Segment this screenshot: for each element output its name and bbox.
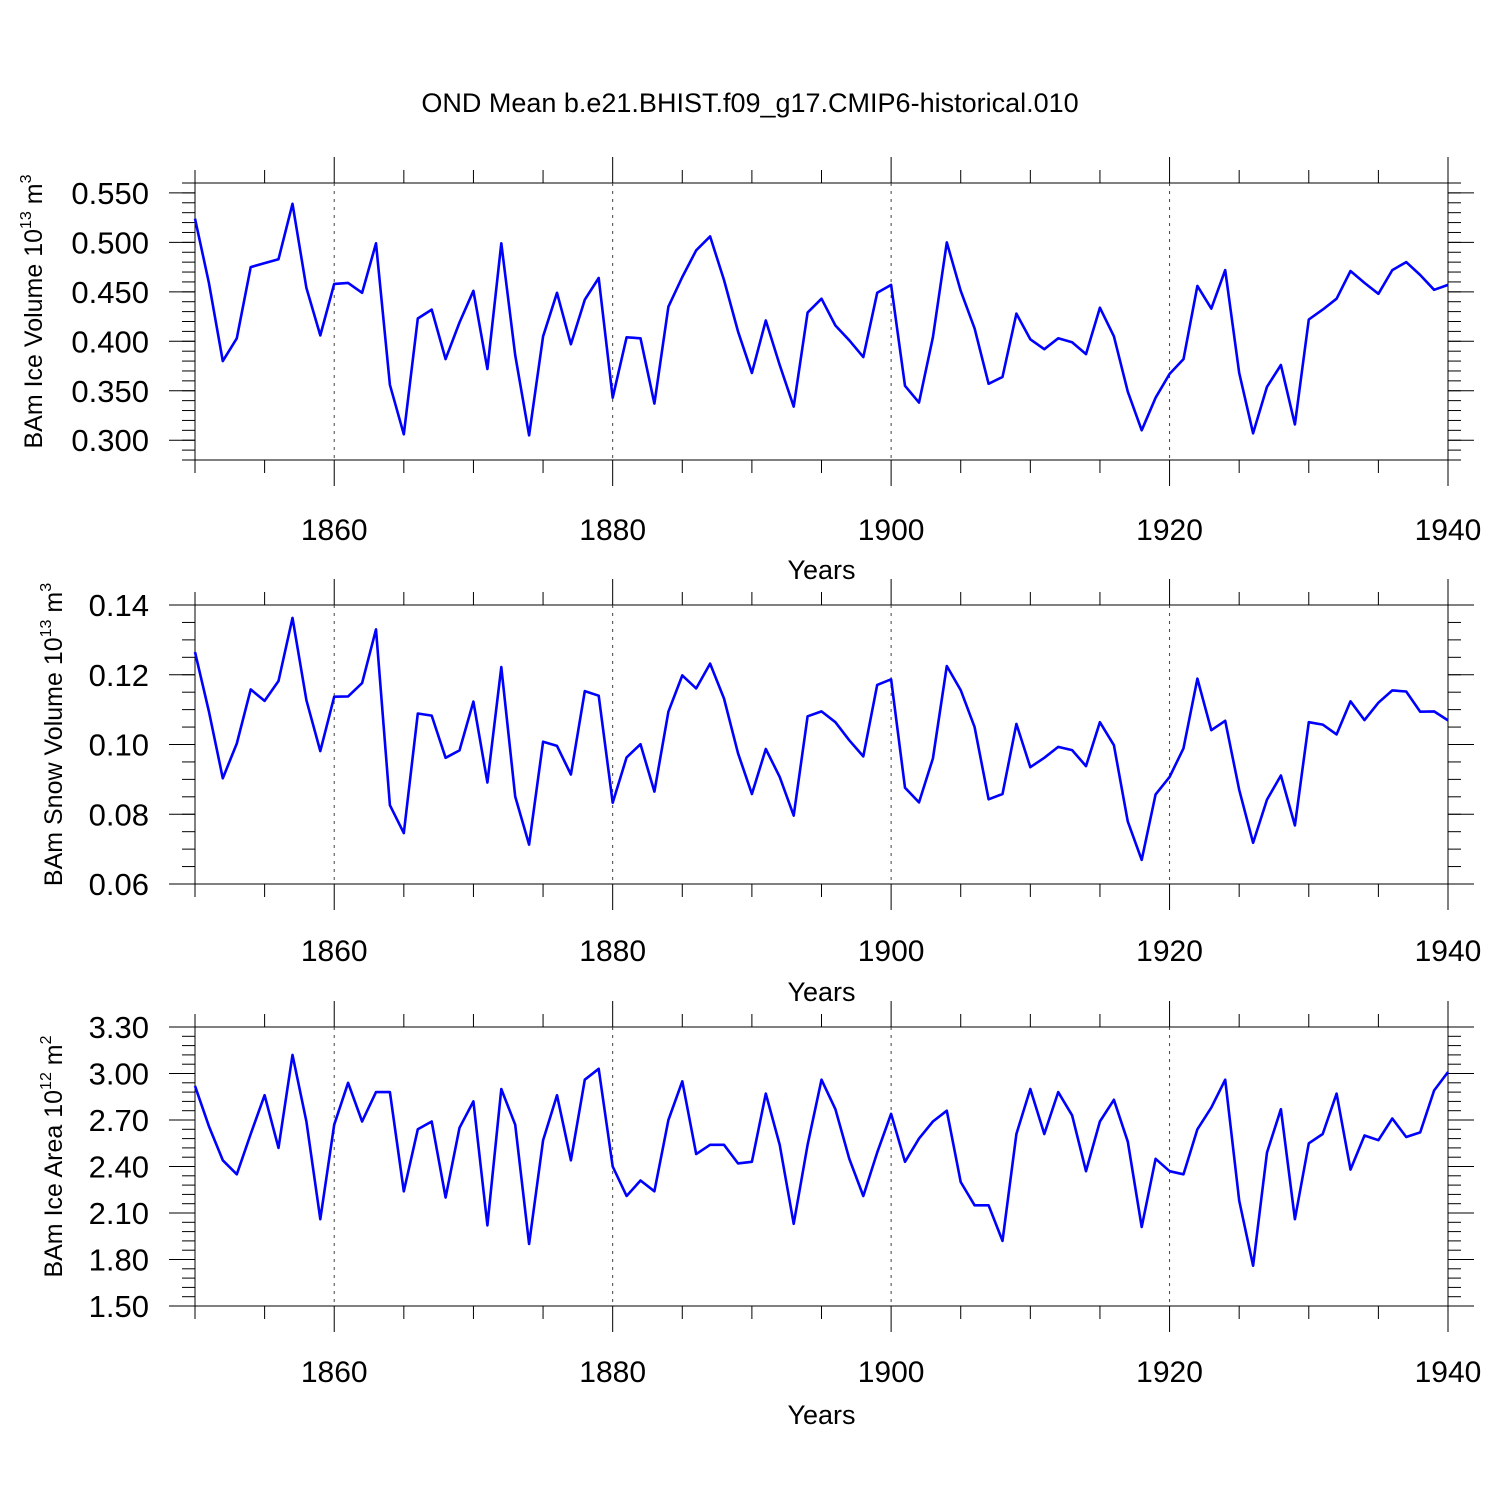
y-axis-title: BAm Ice Area 1012 m2: [38, 1035, 68, 1277]
x-tick-label: 1880: [579, 514, 646, 547]
plot-frame: [194, 604, 1449, 885]
y-tick-label: 2.10: [89, 1196, 149, 1231]
x-tick-label: 1860: [301, 935, 368, 968]
y-tick-label: 0.350: [71, 374, 149, 409]
y-tick-label: 3.00: [89, 1057, 149, 1092]
x-tick-label: 1900: [858, 514, 925, 547]
y-tick-label: 0.12: [89, 658, 149, 693]
plot-frame: [194, 1026, 1449, 1307]
x-tick-label: 1920: [1136, 514, 1203, 547]
figure-title: OND Mean b.e21.BHIST.f09_g17.CMIP6-histo…: [421, 88, 1079, 118]
panel-snow-volume: 0.06 0.08 0.10 0.12 0.14 1860 1880 1900 1920 1940…: [38, 579, 1481, 1007]
y-tick-label: 2.70: [89, 1103, 149, 1138]
y-tick-label: 0.400: [71, 324, 149, 359]
y-tick-label: 0.10: [89, 728, 149, 763]
y-tick-label: 0.450: [71, 275, 149, 310]
x-axis-title: Years: [787, 977, 855, 1007]
series-line-snow-volume: [193, 616, 1449, 862]
y-tick-label: 1.80: [89, 1243, 149, 1278]
y-tick-label: 1.50: [89, 1289, 149, 1324]
x-tick-label: 1900: [858, 935, 925, 968]
y-tick-label: 0.14: [89, 588, 149, 623]
x-tick-label: 1900: [858, 1356, 925, 1389]
x-tick-label: 1880: [579, 935, 646, 968]
series-line-ice-area: [193, 1053, 1450, 1267]
x-tick-label: 1880: [579, 1356, 646, 1389]
x-tick-label: 1860: [301, 514, 368, 547]
series-line-ice-volume: [193, 202, 1449, 437]
y-tick-label: 0.08: [89, 797, 149, 832]
x-tick-label: 1940: [1415, 514, 1482, 547]
x-tick-label: 1940: [1415, 1356, 1482, 1389]
y-axis-title: BAm Ice Volume 1013 m3: [18, 174, 48, 448]
y-tick-label: 0.500: [71, 225, 149, 260]
y-tick-label: 2.40: [89, 1150, 149, 1185]
x-tick-label: 1920: [1136, 935, 1203, 968]
x-axis-title: Years: [787, 555, 855, 585]
y-axis-title: BAm Snow Volume 1013 m3: [38, 583, 68, 886]
y-tick-label: 0.06: [89, 867, 149, 902]
panel-ice-volume: 0.300 0.350 0.400 0.450 0.500 0.550 1860 1880 19…: [18, 157, 1481, 585]
x-tick-label: 1920: [1136, 1356, 1203, 1389]
panel-ice-area: 1.50 1.80 2.10 2.40 2.70 3.00 3.30 1860 1880 1900…: [38, 1001, 1481, 1430]
y-tick-label: 3.30: [89, 1010, 149, 1045]
x-axis-title: Years: [787, 1400, 855, 1430]
x-tick-label: 1940: [1415, 935, 1482, 968]
x-tick-label: 1860: [301, 1356, 368, 1389]
y-tick-label: 0.300: [71, 423, 149, 458]
y-tick-label: 0.550: [71, 176, 149, 211]
